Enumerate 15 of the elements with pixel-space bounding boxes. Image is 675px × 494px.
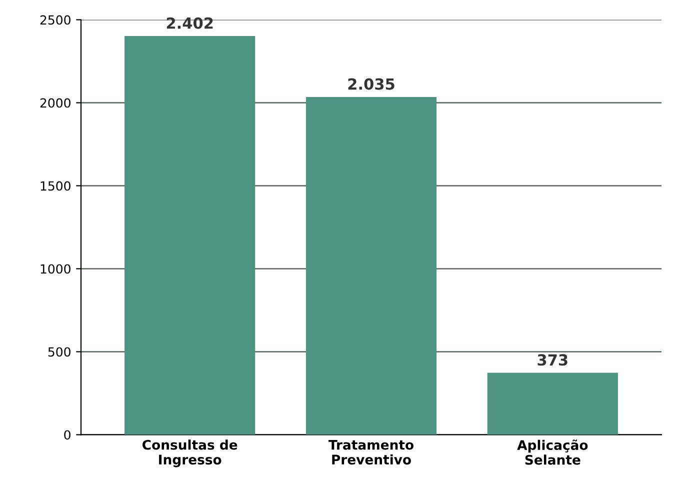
data-label: 2.035	[348, 78, 394, 90]
bar	[306, 96, 437, 435]
x-tick-label: Consultas de Ingresso	[142, 440, 238, 468]
bar	[124, 36, 256, 435]
x-tick-label: Aplicação Selante	[517, 440, 588, 465]
y-tick-label: 1000	[40, 264, 70, 274]
y-tick-label: 0	[64, 430, 70, 440]
y-tick-label: 500	[48, 347, 70, 357]
x-tick-label: Tratamento Preventivo	[328, 440, 414, 465]
bar	[487, 372, 618, 435]
data-label: 373	[538, 354, 568, 366]
y-tick-label: 2000	[40, 98, 70, 108]
y-tick-label: 2500	[40, 15, 70, 25]
y-tick-label: 1500	[40, 181, 70, 191]
data-label: 2.402	[166, 17, 213, 29]
